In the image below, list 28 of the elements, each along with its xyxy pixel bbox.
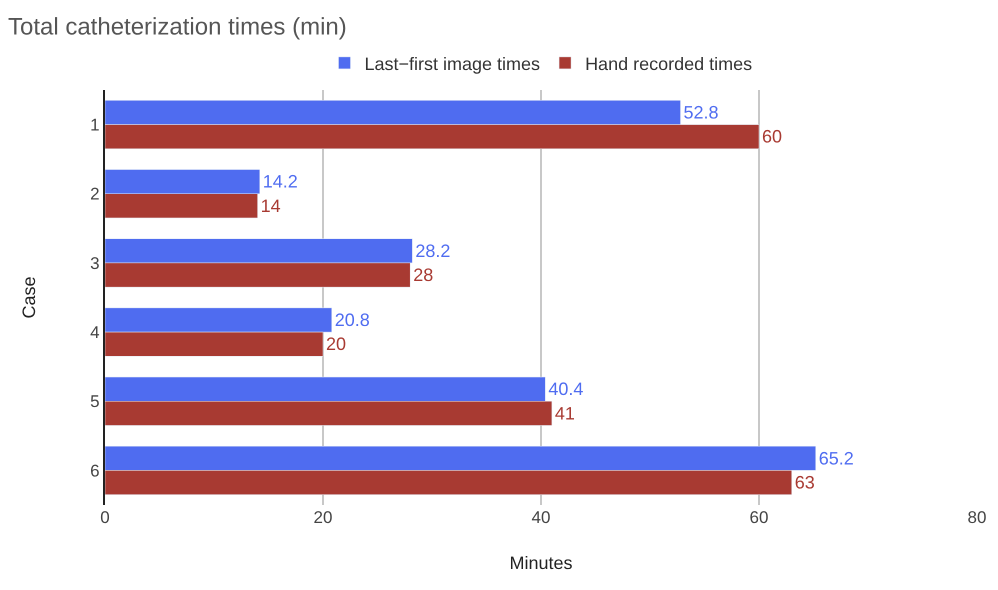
legend-label: Last−first image times <box>364 54 540 74</box>
data-label: 41 <box>554 403 575 424</box>
x-tick-label: 40 <box>532 508 550 527</box>
y-tick-label: 3 <box>90 254 100 273</box>
data-label: 14 <box>260 196 281 216</box>
y-tick-label: 5 <box>90 392 100 412</box>
x-tick-label: 20 <box>314 508 332 527</box>
y-tick-label: 4 <box>90 323 100 342</box>
data-label: 28.2 <box>415 240 450 261</box>
data-label: 14.2 <box>262 172 298 192</box>
y-tick-label: 6 <box>90 461 100 480</box>
data-label: 20 <box>326 334 346 354</box>
x-tick-label: 0 <box>100 508 110 527</box>
x-axis-title: Minutes <box>509 553 573 574</box>
y-tick-label: 1 <box>90 116 100 135</box>
data-label: 60 <box>762 126 782 147</box>
y-axis-title: Case <box>18 276 39 319</box>
y-tick-label: 2 <box>90 184 100 204</box>
data-label: 40.4 <box>548 379 584 400</box>
data-label: 20.8 <box>334 310 370 330</box>
chart-title: Total catheterization times (min) <box>8 14 347 40</box>
x-tick-label: 80 <box>968 508 986 527</box>
legend-label: Hand recorded times <box>585 54 752 74</box>
data-label: 63 <box>794 472 815 493</box>
x-tick-label: 60 <box>750 508 768 527</box>
data-label: 65.2 <box>818 448 854 468</box>
data-label: 52.8 <box>684 102 719 122</box>
data-label: 28 <box>413 265 434 286</box>
